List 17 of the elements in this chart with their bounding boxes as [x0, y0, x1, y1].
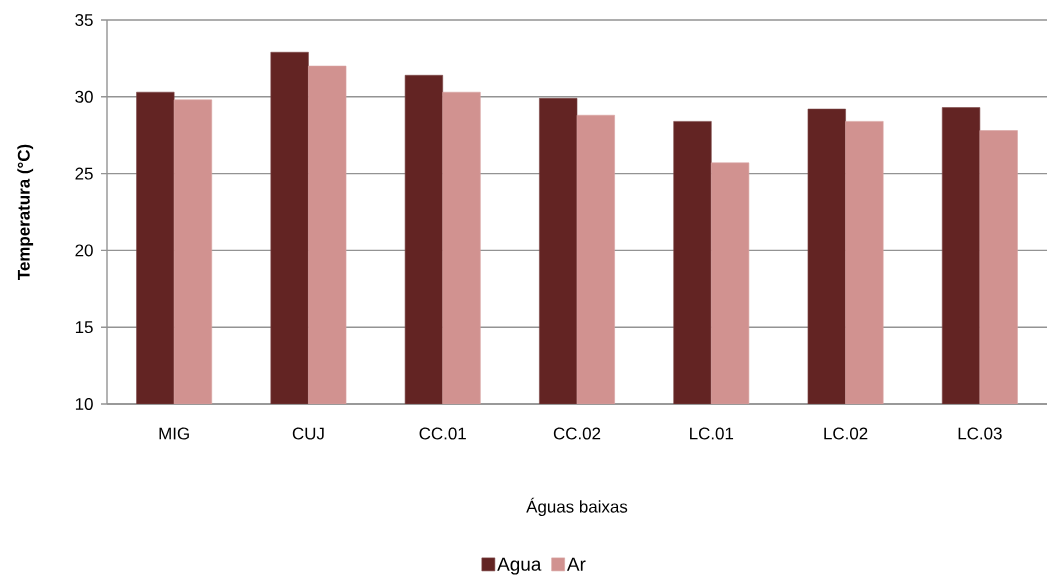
legend-label: Ar: [566, 557, 586, 571]
x-tick-label: LC.03: [958, 427, 1002, 440]
x-tick-label: CC.02: [553, 427, 601, 440]
x-tick-label: MIG: [159, 427, 189, 440]
y-tick-label: 15: [75, 321, 93, 334]
y-tick-label: 20: [75, 244, 93, 257]
y-tick-label: 10: [75, 398, 93, 410]
x-tick-label: LC.01: [690, 427, 734, 440]
y-tick-label: 35: [75, 14, 93, 26]
x-tick-label: LC.02: [824, 427, 868, 440]
legend-label: Agua: [497, 557, 542, 575]
y-tick-label: 25: [75, 167, 93, 180]
x-tick-label: CUJ: [292, 427, 324, 440]
y-axis-title: Temperatura (°C): [17, 144, 34, 280]
y-tick-label: 30: [75, 90, 93, 103]
x-axis-title: Águas baixas: [526, 497, 628, 517]
x-tick-label: CC.01: [419, 427, 466, 440]
